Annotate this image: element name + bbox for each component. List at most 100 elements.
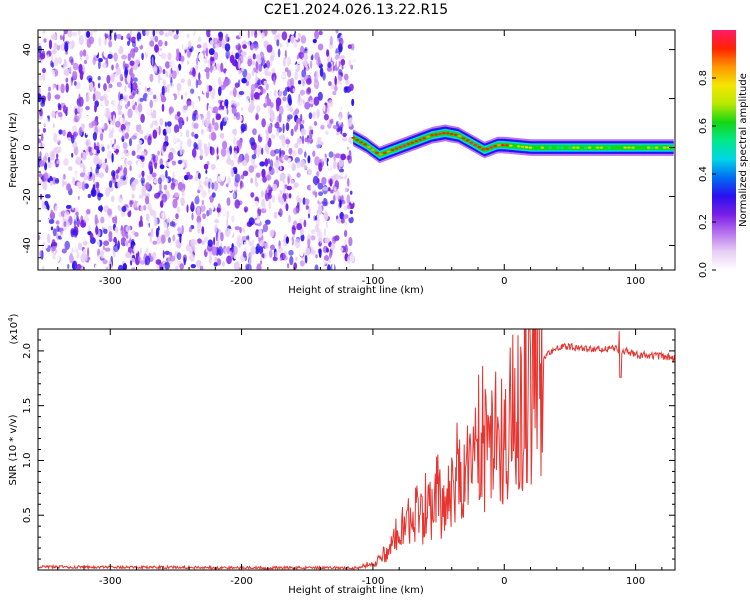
heatmap-cell	[108, 83, 113, 88]
heatmap-cell	[86, 145, 89, 152]
heatmap-cell	[169, 255, 176, 262]
heatmap-cell	[168, 106, 172, 116]
heatmap-cell	[78, 35, 84, 46]
heatmap-cell	[238, 90, 245, 96]
heatmap-cell	[292, 88, 295, 93]
heatmap-cell	[224, 88, 230, 99]
heatmap-cell	[221, 38, 226, 49]
heatmap-cell	[233, 115, 237, 120]
heatmap-cell	[232, 245, 238, 256]
heatmap-cell	[291, 236, 294, 246]
heatmap-cell	[257, 256, 264, 262]
heatmap-cell	[138, 256, 141, 262]
heatmap-cell	[161, 193, 168, 203]
signal-peak	[382, 151, 387, 154]
heatmap-cell	[71, 203, 75, 211]
heatmap-cell	[266, 44, 273, 53]
heatmap-cell	[201, 116, 205, 126]
heatmap-cell	[52, 148, 56, 154]
heatmap-cell	[299, 249, 304, 257]
heatmap-cell	[184, 91, 188, 97]
heatmap-cell	[48, 219, 55, 224]
heatmap-cell	[61, 237, 67, 242]
heatmap-cell	[248, 165, 255, 173]
x-tick-label: 100	[626, 276, 645, 287]
heatmap-cell	[45, 109, 51, 116]
signal-peak	[481, 148, 486, 151]
heatmap-cell	[79, 50, 84, 57]
heatmap-cell	[149, 153, 152, 160]
heatmap-cell	[44, 162, 48, 171]
signal-peak	[461, 137, 466, 140]
heatmap-cell	[52, 123, 55, 129]
heatmap-cell	[151, 56, 154, 66]
heatmap-cell	[42, 181, 48, 191]
heatmap-cell	[206, 210, 210, 217]
heatmap-cell	[117, 264, 124, 270]
heatmap-cell	[73, 229, 78, 238]
heatmap-cell	[64, 42, 69, 52]
heatmap-cell	[196, 194, 199, 200]
heatmap-cell	[249, 117, 253, 125]
heatmap-cell	[101, 122, 105, 130]
heatmap-cell	[309, 175, 313, 183]
heatmap-cell	[288, 249, 294, 256]
heatmap-cell	[98, 209, 104, 219]
heatmap-cell	[187, 105, 193, 113]
heatmap-cell	[207, 239, 213, 247]
heatmap-cell	[103, 228, 108, 234]
heatmap-cell	[173, 50, 177, 59]
heatmap-cell	[238, 70, 242, 75]
signal-peak	[666, 146, 671, 149]
heatmap-cell	[161, 103, 165, 112]
heatmap-cell	[87, 247, 90, 258]
heatmap-cell	[50, 226, 54, 231]
heatmap-cell	[55, 252, 60, 263]
heatmap-cell	[242, 251, 247, 258]
heatmap-cell	[132, 81, 138, 91]
heatmap-cell	[349, 253, 355, 263]
heatmap-cell	[138, 226, 145, 235]
heatmap-cell	[215, 241, 220, 248]
heatmap-cell	[116, 174, 119, 180]
heatmap-cell	[342, 132, 347, 137]
heatmap-cell	[102, 245, 105, 250]
heatmap-cell	[208, 181, 211, 189]
heatmap-cell	[168, 226, 175, 233]
heatmap-cell	[133, 113, 138, 121]
x-tick-label: -100	[362, 276, 385, 287]
heatmap-cell	[299, 89, 306, 96]
heatmap-cell	[324, 237, 331, 244]
heatmap-cell	[126, 74, 131, 84]
heatmap-cell	[233, 186, 237, 191]
heatmap-cell	[120, 249, 123, 259]
heatmap-cell	[154, 162, 158, 170]
heatmap-cell	[194, 133, 199, 139]
heatmap-cell	[54, 42, 57, 48]
heatmap-cell	[241, 77, 247, 84]
heatmap-cell	[264, 158, 269, 167]
heatmap-cell	[229, 54, 235, 64]
heatmap-cell	[289, 63, 293, 71]
heatmap-cell	[53, 102, 57, 110]
heatmap-cell	[93, 149, 96, 155]
y-tick-label: 20	[22, 92, 33, 105]
heatmap-cell	[303, 205, 307, 211]
heatmap-cell	[269, 229, 275, 238]
snr-ticks: -300 -200 -100 0 100 0.5 1.0 1.5 2.0	[22, 329, 675, 587]
heatmap-cell	[75, 172, 80, 178]
heatmap-cell	[107, 86, 111, 92]
heatmap-cell	[266, 148, 270, 155]
signal-peak	[453, 133, 458, 136]
signal-peak	[560, 146, 564, 149]
heatmap-cell	[256, 58, 262, 64]
x-tick-label: -200	[230, 576, 253, 587]
heatmap-cell	[108, 103, 115, 113]
heatmap-cell	[328, 81, 332, 87]
heatmap-cell	[294, 101, 297, 110]
heatmap-cell	[41, 266, 45, 270]
heatmap-cell	[90, 247, 95, 254]
heatmap-cell	[89, 81, 94, 92]
heatmap-cell	[127, 100, 131, 107]
heatmap-cell	[105, 187, 110, 197]
